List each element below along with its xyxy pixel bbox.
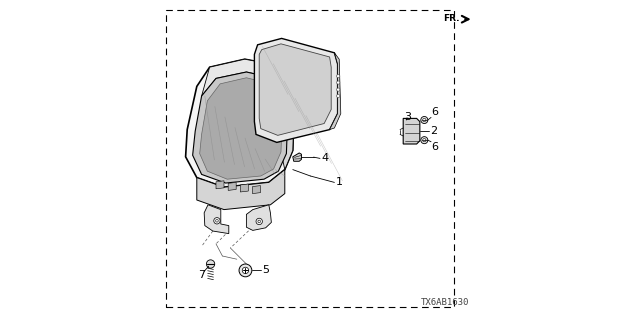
- Text: 2: 2: [430, 126, 437, 136]
- Text: 1: 1: [336, 177, 343, 188]
- Circle shape: [256, 218, 262, 225]
- Polygon shape: [281, 80, 294, 170]
- Polygon shape: [403, 118, 420, 144]
- Polygon shape: [186, 59, 294, 187]
- Text: FR.: FR.: [443, 14, 460, 23]
- Circle shape: [214, 218, 220, 224]
- Polygon shape: [204, 205, 229, 234]
- Circle shape: [239, 264, 252, 277]
- Circle shape: [337, 94, 340, 98]
- Polygon shape: [246, 205, 271, 230]
- Text: 6: 6: [431, 108, 438, 117]
- Text: 3: 3: [404, 112, 412, 122]
- Polygon shape: [197, 170, 285, 210]
- Polygon shape: [259, 44, 332, 135]
- Text: 4: 4: [321, 153, 328, 164]
- Polygon shape: [202, 59, 294, 96]
- Polygon shape: [228, 182, 236, 190]
- Circle shape: [337, 81, 340, 84]
- Circle shape: [337, 88, 340, 91]
- Text: TX6AB1630: TX6AB1630: [420, 298, 469, 307]
- Circle shape: [421, 137, 428, 144]
- Circle shape: [423, 139, 426, 142]
- Circle shape: [423, 118, 426, 122]
- Text: 6: 6: [431, 142, 438, 152]
- Polygon shape: [216, 181, 224, 189]
- Polygon shape: [330, 53, 340, 130]
- Circle shape: [258, 220, 260, 223]
- Polygon shape: [292, 153, 301, 161]
- Text: 7: 7: [198, 270, 205, 280]
- Circle shape: [216, 220, 218, 222]
- Polygon shape: [241, 184, 248, 192]
- Circle shape: [421, 116, 428, 124]
- Polygon shape: [200, 78, 283, 179]
- Circle shape: [243, 267, 248, 274]
- Circle shape: [337, 75, 340, 78]
- Circle shape: [206, 260, 215, 268]
- Polygon shape: [193, 72, 288, 183]
- Polygon shape: [254, 38, 338, 142]
- Polygon shape: [252, 186, 260, 194]
- Text: 5: 5: [262, 265, 269, 276]
